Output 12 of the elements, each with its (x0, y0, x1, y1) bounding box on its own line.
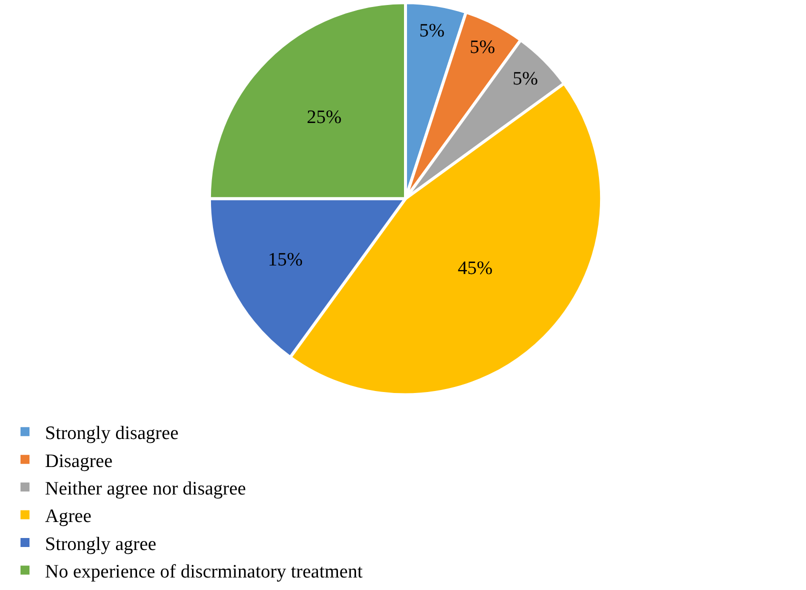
legend-label: Strongly agree (45, 534, 156, 555)
legend-label: Strongly disagree (45, 423, 179, 444)
legend-label: Agree (45, 506, 92, 528)
data-label: 15% (268, 249, 303, 270)
legend-label: No experience of discrminatory treatment (45, 562, 364, 583)
data-label: 5% (419, 20, 445, 42)
data-label: 25% (306, 106, 342, 128)
data-label: 5% (470, 37, 496, 58)
legend-label: Neither agree nor disagree (45, 478, 246, 500)
data-label: 5% (512, 68, 538, 90)
data-label: 45% (458, 258, 493, 279)
legend-label: Disagree (45, 450, 113, 472)
